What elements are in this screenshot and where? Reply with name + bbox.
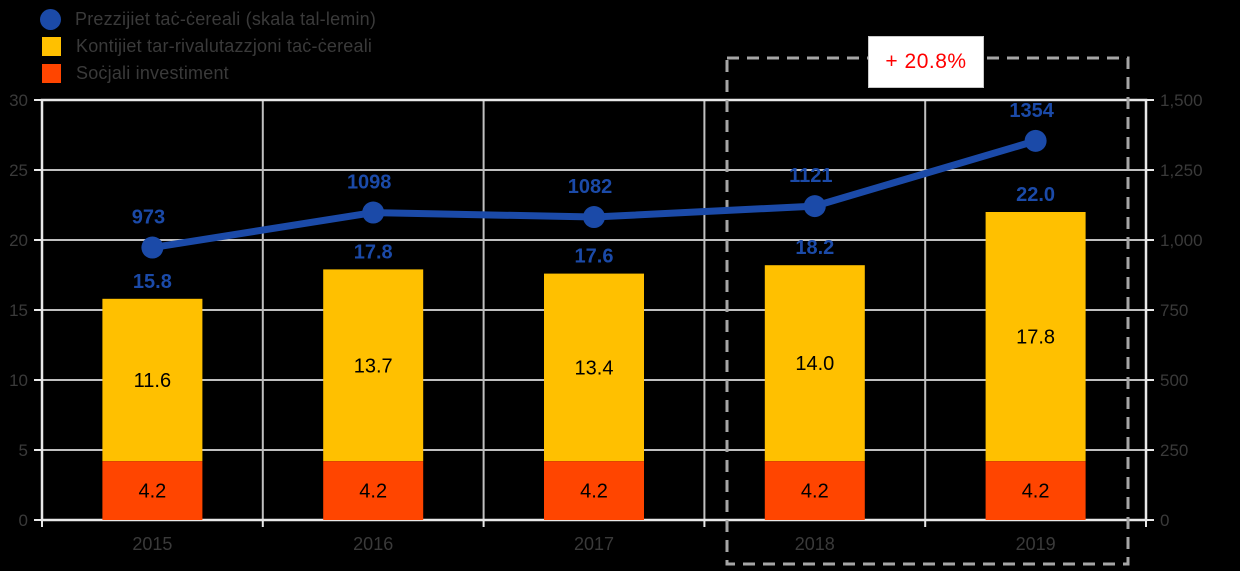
svg-text:11.6: 11.6 [134,370,171,392]
svg-text:2016: 2016 [353,534,393,554]
svg-text:22.0: 22.0 [1016,184,1055,206]
legend-item-orange-bar: Soċjali investiment [40,60,376,86]
svg-text:17.6: 17.6 [575,246,614,268]
svg-text:25: 25 [9,161,28,180]
svg-text:1354: 1354 [1009,100,1054,122]
legend-label-orange-bar: Soċjali investiment [76,62,229,83]
svg-text:13.4: 13.4 [575,357,614,379]
svg-text:2019: 2019 [1016,534,1056,554]
svg-text:0: 0 [19,511,28,530]
growth-annotation-label: + 20.8% [885,50,967,73]
svg-text:973: 973 [132,207,165,229]
svg-text:1082: 1082 [568,176,613,198]
svg-text:2017: 2017 [574,534,614,554]
svg-text:2018: 2018 [795,534,835,554]
svg-text:18.2: 18.2 [795,237,834,259]
svg-text:17.8: 17.8 [1016,327,1055,349]
svg-text:4.2: 4.2 [359,481,387,503]
svg-text:4.2: 4.2 [138,481,166,503]
chart-legend: Prezzijiet taċ-ċereali (skala tal-lemin)… [40,6,376,87]
svg-text:1121: 1121 [789,165,832,187]
svg-text:10: 10 [9,371,28,390]
svg-text:17.8: 17.8 [354,241,393,263]
svg-text:15.8: 15.8 [133,271,172,293]
svg-text:1,250: 1,250 [1160,161,1203,180]
legend-item-amber-bar: Kontijiet tar-rivalutazzjoni taċ-ċereali [40,33,376,59]
svg-text:0: 0 [1160,511,1169,530]
svg-text:4.2: 4.2 [580,481,608,503]
svg-text:15: 15 [9,301,28,320]
legend-label-amber-bar: Kontijiet tar-rivalutazzjoni taċ-ċereali [76,35,373,56]
svg-text:4.2: 4.2 [801,481,829,503]
svg-text:750: 750 [1160,301,1188,320]
growth-annotation-box: + 20.8% [868,36,984,88]
svg-text:2015: 2015 [132,534,172,554]
svg-text:14.0: 14.0 [795,353,834,375]
line-series-marker-icon [40,8,61,30]
svg-text:4.2: 4.2 [1022,481,1050,503]
legend-label-line-series: Prezzijiet taċ-ċereali (skala tal-lemin) [75,8,377,29]
svg-text:5: 5 [19,441,28,460]
svg-text:1,500: 1,500 [1160,91,1203,110]
svg-text:1098: 1098 [347,172,392,194]
legend-item-line-series: Prezzijiet taċ-ċereali (skala tal-lemin) [40,6,376,32]
svg-text:250: 250 [1160,441,1188,460]
svg-text:30: 30 [9,91,28,110]
svg-text:20: 20 [9,231,28,250]
svg-text:500: 500 [1160,371,1188,390]
svg-text:13.7: 13.7 [354,355,393,377]
svg-text:1,000: 1,000 [1160,231,1203,250]
amber-bar-marker-icon [42,36,61,56]
orange-bar-marker-icon [42,63,61,83]
